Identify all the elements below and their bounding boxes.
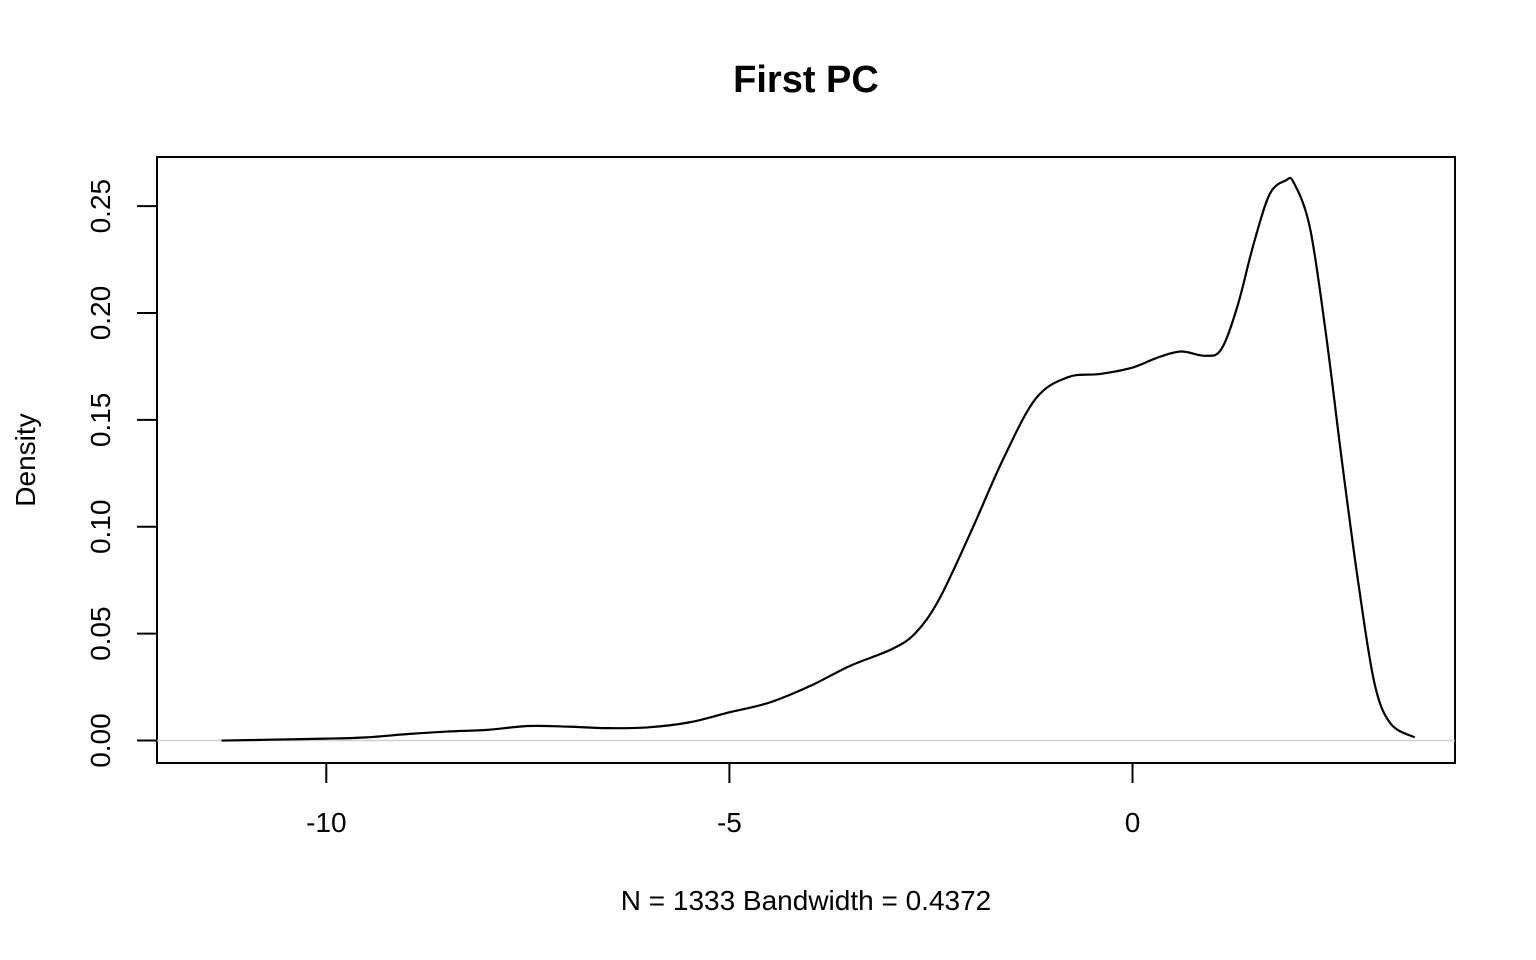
x-tick-label: 0	[1125, 807, 1141, 838]
y-tick-label: 0.10	[85, 500, 116, 555]
y-tick-label: 0.00	[85, 713, 116, 768]
y-axis: 0.00 0.05 0.10 0.15 0.20 0.25	[85, 179, 157, 768]
chart-title: First PC	[733, 59, 879, 101]
y-tick-label: 0.25	[85, 179, 116, 234]
y-tick-label: 0.15	[85, 393, 116, 448]
x-tick-label: -5	[717, 807, 742, 838]
density-curve	[221, 176, 1416, 742]
x-axis: -10 -5 0	[306, 763, 1140, 838]
y-tick-label: 0.05	[85, 606, 116, 661]
x-tick-label: -10	[306, 807, 346, 838]
y-tick-label: 0.20	[85, 286, 116, 341]
x-axis-label: N = 1333 Bandwidth = 0.4372	[621, 885, 992, 916]
y-axis-label: Density	[10, 413, 41, 506]
plot-frame	[156, 156, 1456, 764]
